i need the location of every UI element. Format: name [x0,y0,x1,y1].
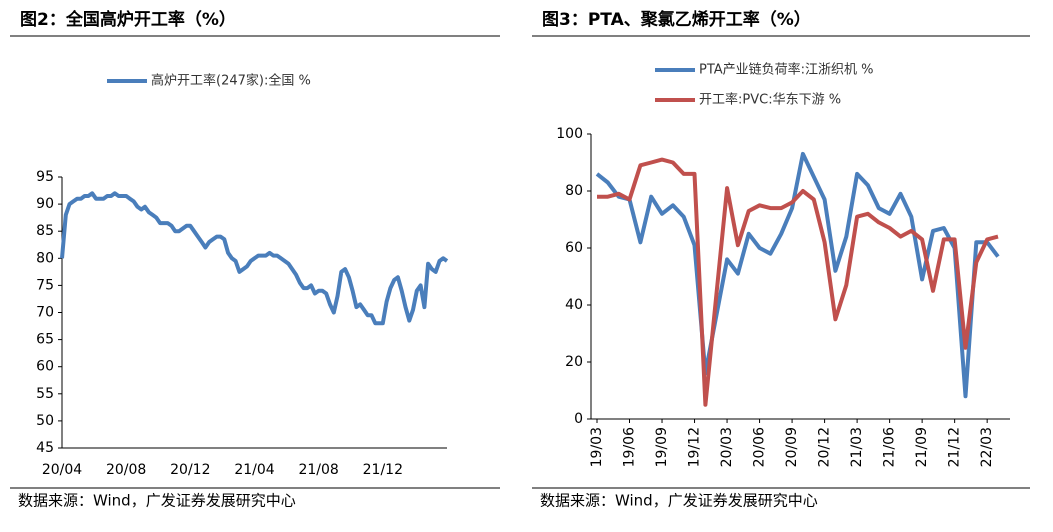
y-tick-label: 65 [36,332,54,348]
x-tick-label: 19/03 [589,427,605,467]
x-tick-label: 22/03 [979,427,995,467]
series-line [597,157,999,407]
source: 数据来源：Wind，广发证券发展研究中心 [540,492,818,510]
y-tick-label: 50 [36,413,54,429]
x-tick-label: 19/12 [687,427,703,467]
y-tick-label: 55 [36,386,54,402]
x-tick-label: 21/12 [363,462,403,478]
x-tick-label: 20/12 [170,462,210,478]
y-tick-label: 75 [36,277,54,293]
x-tick-label: 20/08 [106,462,146,478]
x-tick-label: 21/06 [882,427,898,467]
x-tick-label: 19/06 [622,427,638,467]
y-tick-label: 45 [36,440,54,456]
x-tick-label: 21/09 [914,427,930,467]
chart-title: 图2：全国高炉开工率（%） [20,9,236,30]
chart-title: 图3：PTA、聚氯乙烯开工率（%） [542,9,811,30]
x-tick-label: 21/12 [947,427,963,467]
y-tick-label: 90 [36,196,54,212]
y-tick-label: 20 [565,354,583,370]
y-tick-label: 85 [36,223,54,239]
x-tick-label: 20/04 [42,462,82,478]
x-tick-label: 20/03 [719,427,735,467]
legend-label: 开工率:PVC:华东下游 % [699,92,841,108]
y-tick-label: 80 [36,250,54,266]
y-tick-label: 60 [565,240,583,256]
legend-label: PTA产业链负荷率:江浙织机 % [699,62,874,78]
series-line [595,151,1000,399]
series-line [60,191,449,326]
y-tick-label: 60 [36,359,54,375]
x-tick-label: 21/04 [234,462,274,478]
legend-label: 高炉开工率(247家):全国 % [151,73,311,89]
y-tick-label: 95 [36,169,54,185]
y-tick-label: 80 [565,183,583,199]
x-tick-label: 20/09 [784,427,800,467]
x-tick-label: 21/08 [298,462,338,478]
y-tick-label: 70 [36,305,54,321]
x-tick-label: 19/09 [654,427,670,467]
y-tick-label: 100 [556,126,583,142]
y-tick-label: 0 [574,411,583,427]
x-tick-label: 20/06 [752,427,768,467]
source: 数据来源：Wind，广发证券发展研究中心 [18,492,296,510]
x-tick-label: 20/12 [817,427,833,467]
x-tick-label: 21/03 [849,427,865,467]
y-tick-label: 40 [565,297,583,313]
